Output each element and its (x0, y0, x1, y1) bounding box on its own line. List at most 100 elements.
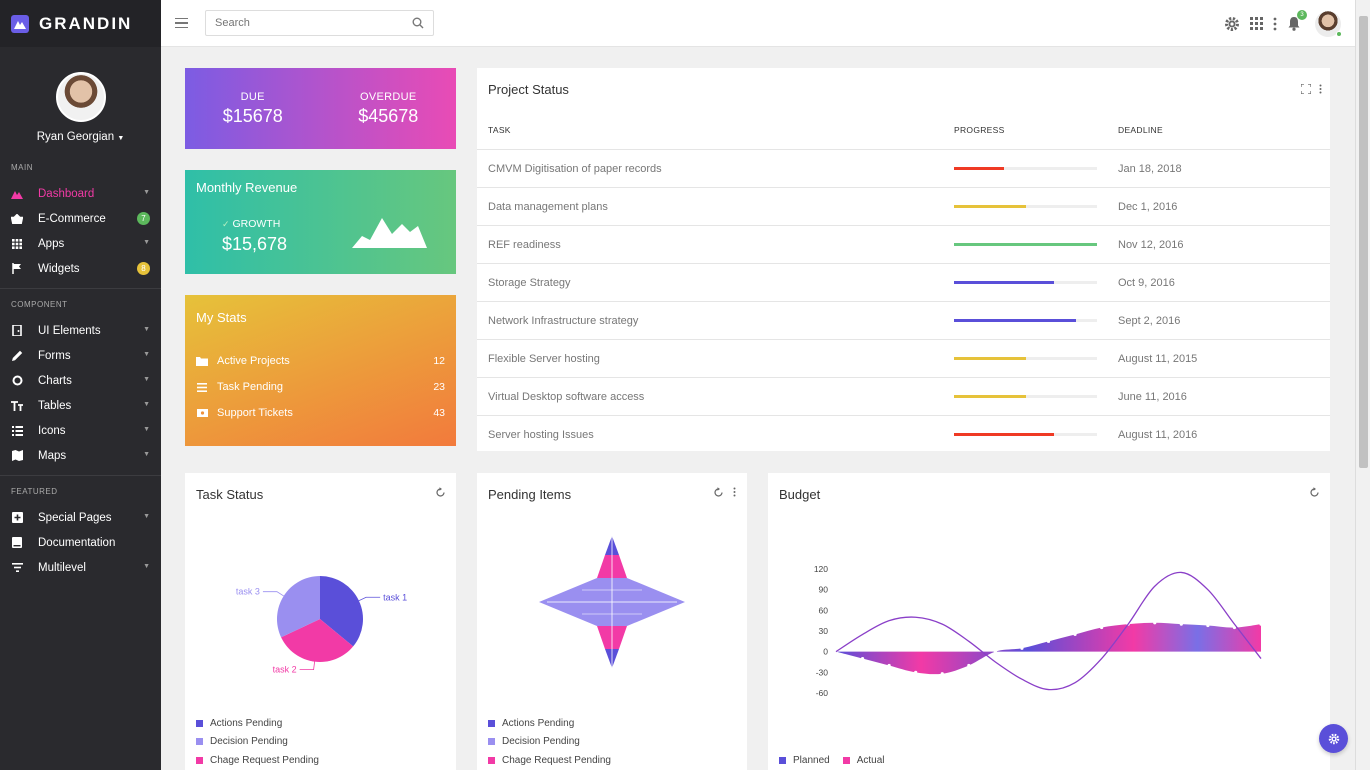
notification-count-badge: 3 (1297, 9, 1307, 20)
table-row[interactable]: Data management plans Dec 1, 2016 (477, 187, 1330, 225)
search-box[interactable] (205, 10, 434, 36)
revenue-title: Monthly Revenue (196, 180, 298, 195)
legend-item[interactable]: Actions Pending (196, 714, 319, 733)
pie-label-leader (352, 596, 381, 604)
sidebar-item-icons[interactable]: Icons ▼ (0, 418, 161, 443)
sidebar-item-label: Widgets (38, 262, 80, 275)
more-vertical-icon[interactable] (1269, 13, 1281, 35)
refresh-icon[interactable] (713, 487, 724, 498)
column-header-progress[interactable]: PROGRESS (954, 125, 1005, 135)
task-status-legend: Actions Pending Decision Pending Chage R… (196, 714, 319, 770)
sidebar-item-apps[interactable]: Apps ▼ (0, 231, 161, 256)
settings-fab-button[interactable] (1319, 724, 1348, 753)
plus-square-icon (11, 512, 23, 524)
actual-point[interactable] (1206, 623, 1210, 628)
legend-item[interactable]: Decision Pending (196, 733, 319, 752)
chevron-down-icon: ▼ (143, 326, 150, 333)
actual-point[interactable] (914, 670, 918, 674)
chevron-down-icon: ▼ (143, 451, 150, 458)
page-scrollbar[interactable] (1355, 0, 1370, 770)
project-status-title: Project Status (488, 82, 569, 97)
legend-item[interactable]: Decision Pending (488, 733, 611, 752)
hamburger-menu-icon[interactable] (175, 18, 188, 28)
actual-point[interactable] (993, 650, 997, 654)
legend-item[interactable]: Planned (779, 751, 830, 770)
refresh-icon[interactable] (1309, 487, 1320, 498)
sidebar-item-label: Tables (38, 399, 72, 412)
pie-slice-task-1[interactable] (320, 576, 363, 647)
caret-down-icon: ▼ (117, 135, 125, 142)
stats-row-active-projects[interactable]: Active Projects 12 (196, 355, 445, 367)
sidebar-item-dashboard[interactable]: Dashboard ▼ (0, 181, 161, 206)
avatar[interactable] (55, 72, 106, 122)
stats-row-support-tickets[interactable]: Support Tickets 43 (196, 407, 445, 419)
column-header-task[interactable]: TASK (488, 125, 511, 135)
legend-item[interactable]: Chage Request Pending (196, 751, 319, 770)
apps-grid-icon[interactable] (1245, 13, 1267, 35)
search-icon[interactable] (412, 17, 424, 29)
more-vertical-icon[interactable] (1319, 84, 1322, 94)
due-stat: DUE $15678 (223, 91, 283, 127)
sidebar-divider (0, 475, 161, 476)
profile-name-dropdown[interactable]: Ryan Georgian ▼ (36, 131, 125, 143)
legend-item[interactable]: Chage Request Pending (488, 751, 611, 770)
actual-point[interactable] (860, 656, 865, 661)
actual-point[interactable] (1046, 639, 1051, 643)
sidebar-item-label: Dashboard (38, 187, 95, 200)
actual-point[interactable] (1153, 621, 1157, 625)
task-name: Flexible Server hosting (488, 352, 600, 365)
sidebar-item-widgets[interactable]: Widgets 8 (0, 256, 161, 281)
table-row[interactable]: Storage Strategy Oct 9, 2016 (477, 263, 1330, 301)
actual-point[interactable] (887, 663, 891, 668)
settings-gear-icon[interactable] (1221, 13, 1243, 35)
table-row[interactable]: CMVM Digitisation of paper records Jan 18… (477, 149, 1330, 187)
sidebar-item-e-commerce[interactable]: E-Commerce 7 (0, 206, 161, 231)
progress-bar (954, 319, 1097, 322)
progress-fill (954, 319, 1076, 322)
actual-point[interactable] (940, 672, 944, 676)
brand-logo[interactable]: GRANDIN (0, 0, 161, 47)
actual-point[interactable] (1100, 625, 1104, 630)
pie-slice-task-3[interactable] (277, 576, 320, 638)
user-avatar[interactable] (1315, 10, 1342, 37)
sidebar-item-tables[interactable]: Tables ▼ (0, 393, 161, 418)
table-row[interactable]: Network Infrastructure strategy Sept 2, 2… (477, 301, 1330, 339)
table-row[interactable]: REF readiness Nov 12, 2016 (477, 225, 1330, 263)
column-header-deadline[interactable]: DEADLINE (1118, 125, 1163, 135)
actual-point[interactable] (967, 663, 971, 668)
actual-point[interactable] (1073, 632, 1077, 637)
sidebar-item-charts[interactable]: Charts ▼ (0, 368, 161, 393)
table-row[interactable]: Server hosting Issues August 11, 2016 (477, 415, 1330, 453)
overdue-value: $45678 (358, 105, 419, 126)
chevron-down-icon: ▼ (143, 351, 150, 358)
sidebar-item-documentation[interactable]: Documentation (0, 530, 161, 555)
search-input[interactable] (215, 17, 395, 29)
table-row[interactable]: Flexible Server hosting August 11, 2015 (477, 339, 1330, 377)
sidebar-item-special-pages[interactable]: Special Pages ▼ (0, 505, 161, 530)
legend-item[interactable]: Actions Pending (488, 714, 611, 733)
topbar-actions: 3 (1219, 0, 1355, 47)
more-vertical-icon[interactable] (733, 487, 736, 497)
sidebar-item-ui-elements[interactable]: UI Elements ▼ (0, 318, 161, 343)
stats-row-label: Task Pending (217, 381, 284, 393)
table-row[interactable]: Virtual Desktop software access June 11, … (477, 377, 1330, 415)
list-icon (196, 381, 208, 393)
y-tick-label: 90 (819, 585, 829, 595)
actual-point[interactable] (1232, 625, 1237, 630)
notification-bell-icon[interactable]: 3 (1283, 9, 1307, 35)
legend-item[interactable]: Actual (842, 751, 885, 770)
actual-point[interactable] (1179, 622, 1183, 626)
pie-slice-task-2[interactable] (281, 619, 354, 662)
scrollbar-thumb[interactable] (1359, 16, 1368, 468)
sidebar-item-label: Special Pages (38, 511, 112, 524)
fullscreen-icon[interactable] (1301, 84, 1311, 94)
stats-row-task-pending[interactable]: Task Pending 23 (196, 381, 445, 393)
legend-swatch (488, 756, 495, 764)
actual-point[interactable] (1020, 646, 1024, 650)
actual-point[interactable] (1259, 622, 1263, 626)
pencil-icon (11, 350, 23, 362)
refresh-icon[interactable] (435, 487, 446, 498)
sidebar-item-maps[interactable]: Maps ▼ (0, 443, 161, 468)
sidebar-item-forms[interactable]: Forms ▼ (0, 343, 161, 368)
sidebar-item-multilevel[interactable]: Multilevel ▼ (0, 555, 161, 580)
